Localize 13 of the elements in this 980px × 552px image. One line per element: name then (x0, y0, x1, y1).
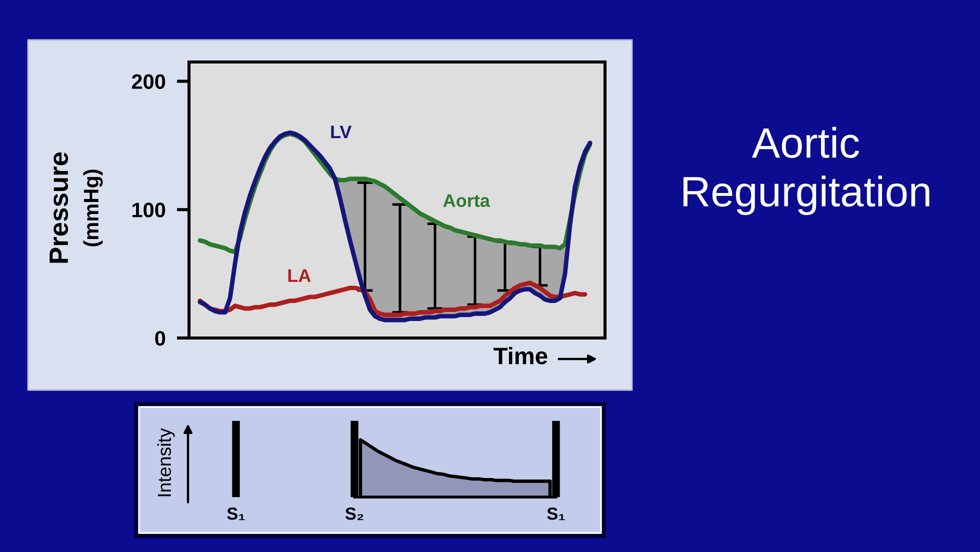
text: Aortic Regurgitation (683, 126, 930, 216)
y-axis-title: Pressure (mmHg) (50, 152, 103, 263)
series-label: LA (288, 269, 311, 282)
x-tick-label: S₂ (345, 507, 364, 520)
series-label: Aorta (443, 194, 490, 208)
x-tick-label: S₁ (227, 507, 245, 520)
x-axis-title: Time (494, 346, 548, 364)
y-axis-title: Intensity (157, 428, 175, 496)
y-tick-label: 200 (132, 74, 166, 90)
y-tick-label: 100 (132, 202, 166, 218)
x-tick-label: S₁ (547, 507, 565, 520)
y-tick-label: 0 (155, 331, 166, 346)
series-label: LV (331, 126, 352, 138)
